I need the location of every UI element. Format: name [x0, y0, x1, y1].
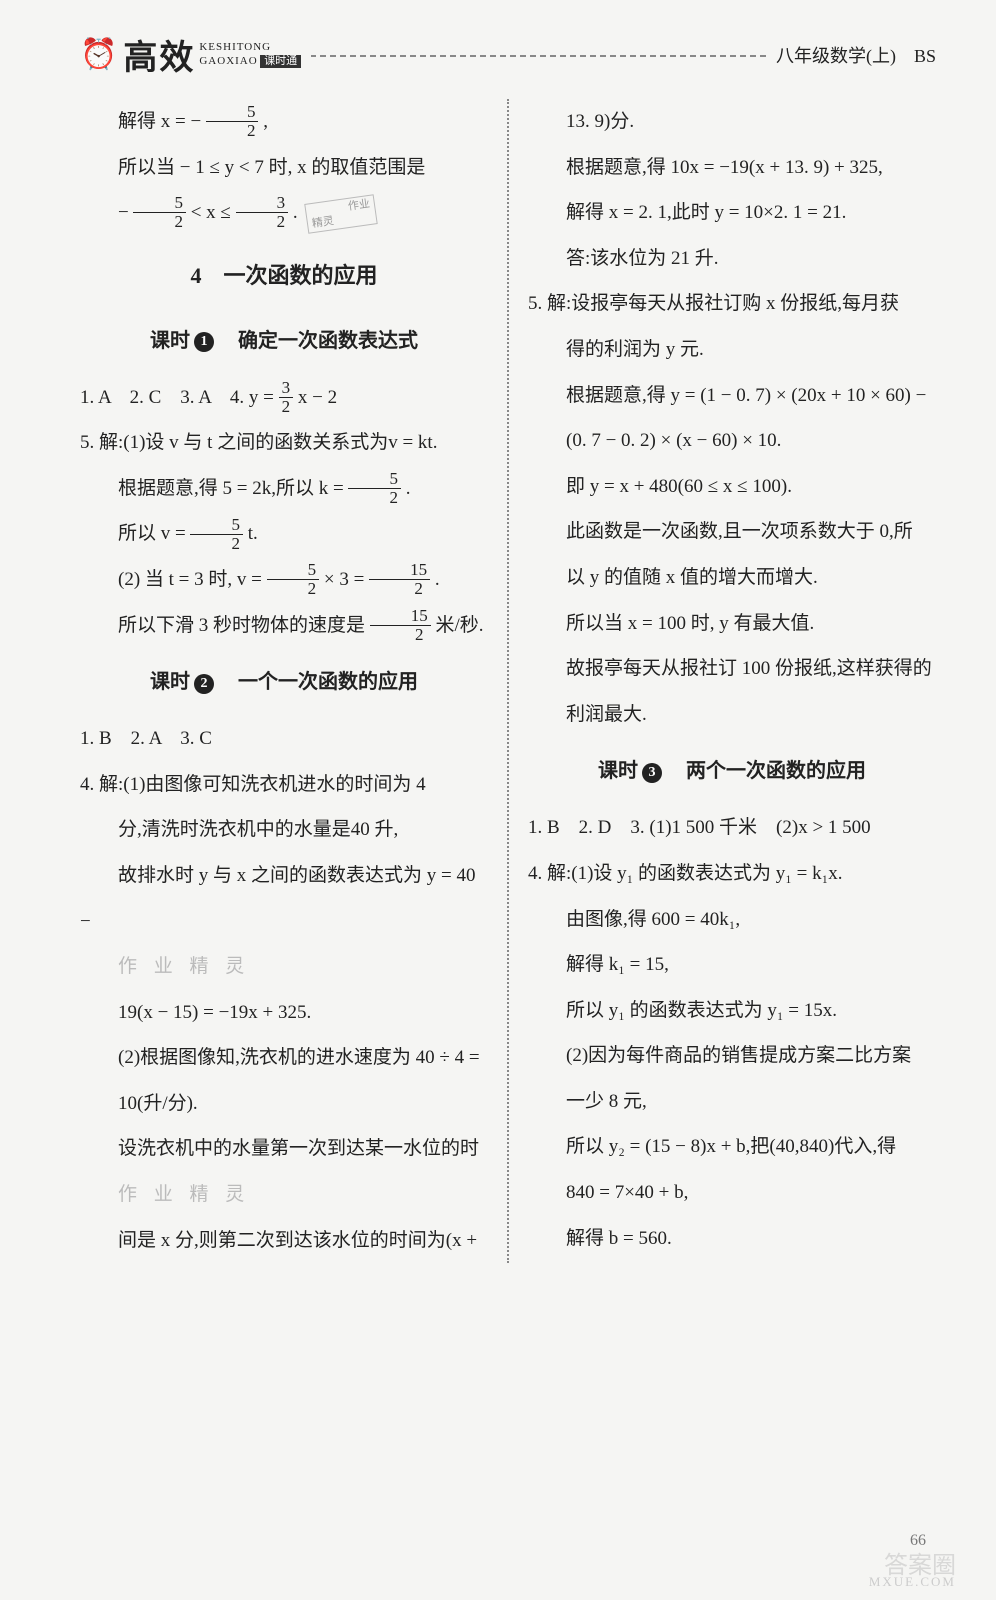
text: .: [293, 202, 298, 223]
section-title: 4 一次函数的应用: [80, 250, 488, 303]
line: 所以 v = 52 t.: [80, 511, 488, 557]
header-right: 八年级数学(上) BS: [766, 42, 936, 68]
text: .: [435, 569, 440, 590]
line: 所以 y₂ = (15 − 8)x + b,把(40,840)代入,得: [528, 1124, 936, 1170]
text: 解得 x = −: [118, 111, 201, 132]
line: 根据题意,得 5 = 2k,所以 k = 52 .: [80, 466, 488, 512]
text: t.: [248, 523, 258, 544]
fraction: 52: [206, 103, 259, 140]
fraction: 52: [133, 194, 186, 231]
text: 米/秒.: [436, 615, 484, 636]
line: 10(升/分).: [80, 1081, 488, 1127]
line: 19(x − 15) = −19x + 325.: [80, 990, 488, 1036]
line: 所以下滑 3 秒时物体的速度是 152 米/秒.: [80, 603, 488, 649]
line: − 52 < x ≤ 32 . 作业 精灵: [80, 190, 488, 236]
line: 所以当 x = 100 时, y 有最大值.: [528, 601, 936, 647]
line: 5. 解:(1)设 v 与 t 之间的函数关系式为v = kt.: [80, 420, 488, 466]
line: 答:该水位为 21 升.: [528, 236, 936, 282]
line: 此函数是一次函数,且一次项系数大于 0,所: [528, 509, 936, 555]
fraction: 52: [190, 516, 243, 553]
line: 分,清洗时洗衣机中的水量是40 升,: [80, 807, 488, 853]
line: 设洗衣机中的水量第一次到达某一水位的时: [80, 1126, 488, 1172]
line: 4. 解:(1)由图像可知洗衣机进水的时间为 4: [80, 762, 488, 808]
line: 解得 b = 560.: [528, 1216, 936, 1262]
kst-box: 课时通: [260, 55, 301, 68]
text: 所以下滑 3 秒时物体的速度是: [118, 615, 365, 636]
fraction: 32: [236, 194, 289, 231]
watermark-url: MXUE.COM: [869, 1574, 956, 1590]
line: 解得 x = − 52 ,: [80, 99, 488, 145]
line: 1. B 2. A 3. C: [80, 716, 488, 762]
line: 根据题意,得 y = (1 − 0. 7) × (20x + 10 × 60) …: [528, 373, 936, 419]
text: 根据题意,得 5 = 2k,所以 k =: [118, 478, 348, 499]
text: .: [406, 478, 411, 499]
text: −: [118, 202, 129, 223]
clock-icon: ⏰: [80, 37, 117, 72]
line: 利润最大.: [528, 692, 936, 738]
line: 1. B 2. D 3. (1)1 500 千米 (2)x > 1 500: [528, 805, 936, 851]
line: (2) 当 t = 3 时, v = 52 × 3 = 152 .: [80, 557, 488, 603]
num-dot-icon: 1: [194, 332, 214, 352]
content-columns: 解得 x = − 52 , 所以当 − 1 ≤ y < 7 时, x 的取值范围…: [80, 99, 936, 1263]
line: 解得 x = 2. 1,此时 y = 10×2. 1 = 21.: [528, 190, 936, 236]
pinyin-top: KESHITONG: [199, 42, 301, 53]
line: 一少 8 元,: [528, 1079, 936, 1125]
fraction: 32: [279, 379, 294, 416]
line: 解得 k₁ = 15,: [528, 942, 936, 988]
line: 所以 y₁ 的函数表达式为 y₁ = 15x.: [528, 988, 936, 1034]
line: 根据题意,得 10x = −19(x + 13. 9) + 325,: [528, 145, 936, 191]
num-dot-icon: 2: [194, 674, 214, 694]
text: 所以 v =: [118, 523, 190, 544]
watermark-faint: 作 业 精 灵: [80, 944, 488, 990]
stamp-icon: 作业 精灵: [305, 194, 379, 234]
fraction: 52: [348, 470, 401, 507]
pinyin-bottom: GAOXIAO: [199, 55, 257, 67]
line: 所以当 − 1 ≤ y < 7 时, x 的取值范围是: [80, 145, 488, 191]
text: (2) 当 t = 3 时, v =: [118, 569, 267, 590]
line: 得的利润为 y 元.: [528, 327, 936, 373]
line: 840 = 7×40 + b,: [528, 1170, 936, 1216]
line: 即 y = x + 480(60 ≤ x ≤ 100).: [528, 464, 936, 510]
line: (0. 7 − 0. 2) × (x − 60) × 10.: [528, 418, 936, 464]
line: (2)因为每件商品的销售提成方案二比方案: [528, 1033, 936, 1079]
watermark-faint: 作 业 精 灵: [80, 1172, 488, 1218]
lesson2-title: 课时2 一个一次函数的应用: [80, 658, 488, 706]
line: 故报亭每天从报社订 100 份报纸,这样获得的: [528, 646, 936, 692]
line: 13. 9)分.: [528, 99, 936, 145]
logo-sublabel: KESHITONG GAOXIAO 课时通: [199, 42, 301, 68]
page-header: ⏰ 高效 KESHITONG GAOXIAO 课时通 八年级数学(上) BS: [80, 30, 936, 79]
text: < x ≤: [191, 202, 236, 223]
line: 1. A 2. C 3. A 4. y = 32 x − 2: [80, 375, 488, 421]
logo-text: 高效: [123, 30, 195, 79]
line: 间是 x 分,则第二次到达该水位的时间为(x +: [80, 1218, 488, 1264]
line: 以 y 的值随 x 值的增大而增大.: [528, 555, 936, 601]
line: (2)根据图像知,洗衣机的进水速度为 40 ÷ 4 =: [80, 1035, 488, 1081]
fraction: 152: [369, 561, 430, 598]
line: 故排水时 y 与 x 之间的函数表达式为 y = 40 −: [80, 853, 488, 944]
line: 4. 解:(1)设 y₁ 的函数表达式为 y₁ = k₁x.: [528, 851, 936, 897]
text: 1. A 2. C 3. A 4. y =: [80, 387, 279, 408]
text: x − 2: [298, 387, 337, 408]
logo-group: ⏰ 高效 KESHITONG GAOXIAO 课时通: [80, 30, 311, 79]
lesson1-title: 课时1 确定一次函数表达式: [80, 317, 488, 365]
lesson3-title: 课时3 两个一次函数的应用: [528, 747, 936, 795]
text: ,: [263, 111, 268, 132]
text: × 3 =: [324, 569, 369, 590]
line: 由图像,得 600 = 40k₁,: [528, 897, 936, 943]
num-dot-icon: 3: [642, 763, 662, 783]
line: 5. 解:设报亭每天从报社订购 x 份报纸,每月获: [528, 281, 936, 327]
fraction: 52: [267, 561, 320, 598]
fraction: 152: [370, 607, 431, 644]
